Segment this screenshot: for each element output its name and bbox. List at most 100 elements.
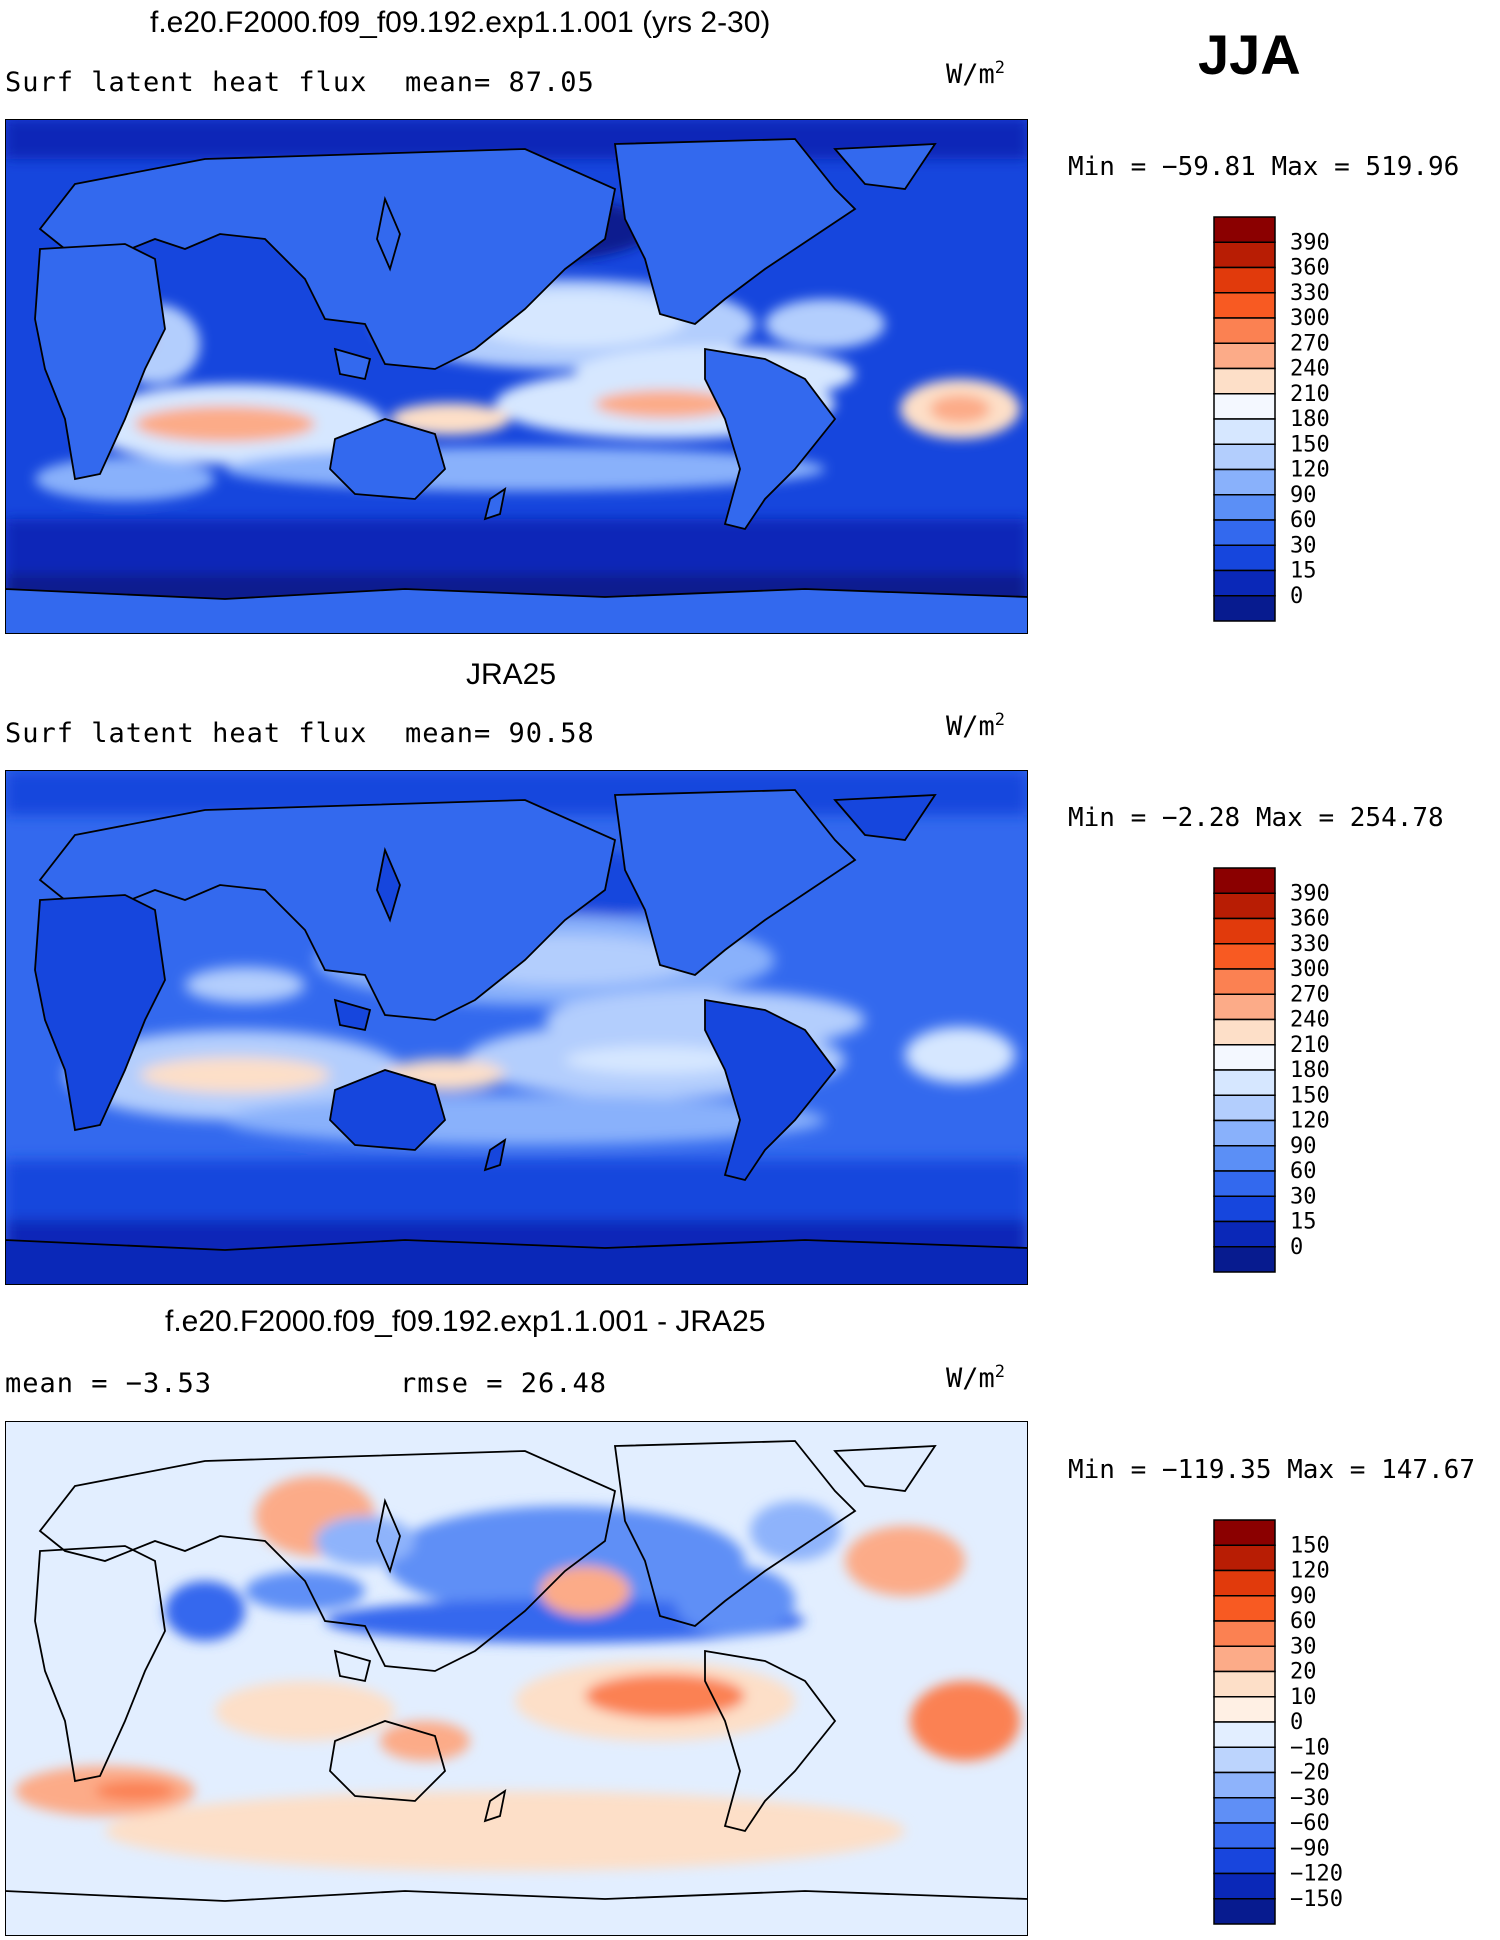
panel2-continent-outlines [5, 789, 1028, 1285]
panel3-colorbar-box [1213, 1771, 1276, 1799]
panel1-colorbar-label: 240 [1290, 357, 1330, 382]
panel2-colorbar-box [1213, 993, 1276, 1021]
panel2-colorbar-box [1213, 1145, 1276, 1172]
panel2-colorbar-box [1213, 1044, 1276, 1071]
panel2-colorbar-box [1213, 943, 1276, 970]
panel1-colorbar-label: 0 [1290, 584, 1303, 609]
panel2-map-frame [5, 770, 1028, 1285]
panel1-colorbar-label: 270 [1290, 331, 1330, 356]
panel2-colorbar-label: 120 [1290, 1109, 1330, 1134]
panel3-colorbar-label: 0 [1290, 1710, 1303, 1735]
panel2-colorbar-label: 330 [1290, 932, 1330, 957]
panel2-colorbar-box [1213, 1246, 1276, 1273]
panel3-map-frame [5, 1421, 1028, 1936]
panel2-colorbar-label: 240 [1290, 1008, 1330, 1033]
panel1-colorbar-box [1213, 519, 1276, 546]
panel1-variable-label: Surf latent heat flux [5, 67, 368, 98]
panel2-colorbar-label: 210 [1290, 1033, 1330, 1058]
panel2-colorbar-label: 270 [1290, 982, 1330, 1007]
panel1-colorbar-box [1213, 266, 1276, 294]
panel1-colorbar-box [1213, 418, 1276, 445]
panel1-units: W/m2 [946, 58, 1006, 90]
panel1-mean-value: mean= 87.05 [405, 67, 595, 98]
panel3-colorbar-box [1213, 1721, 1276, 1748]
panel2-colorbar-label: 300 [1290, 957, 1330, 982]
panel2-colorbar-label: 360 [1290, 907, 1330, 932]
panel3-mean-value: mean = −3.53 [5, 1368, 213, 1399]
panel1-colorbar-label: 30 [1290, 533, 1317, 558]
panel3-colorbar-box [1213, 1620, 1276, 1647]
panel1-continent-outlines [5, 138, 1028, 634]
panel3-units: W/m2 [946, 1362, 1006, 1394]
panel2-colorbar-box [1213, 1220, 1276, 1248]
panel3-map [5, 1421, 1028, 1936]
panel3-colorbar-box [1213, 1847, 1276, 1875]
panel3-colorbar-box [1213, 1797, 1276, 1824]
panel2-mean-value: mean= 90.58 [405, 718, 595, 749]
panel1-map-frame [5, 119, 1028, 634]
panel3-colorbar-label: −20 [1290, 1761, 1330, 1786]
panel3-colorbar-box [1213, 1519, 1276, 1546]
panel2-colorbar-label: 150 [1290, 1083, 1330, 1108]
panel1-colorbar-label: 90 [1290, 483, 1317, 508]
panel2-colorbar-box [1213, 867, 1276, 894]
panel3-colorbar-label: −30 [1290, 1786, 1330, 1811]
panel3-continent-outlines [5, 1440, 1028, 1902]
panel2-colorbar-label: 30 [1290, 1184, 1317, 1209]
panel2-colorbar-label: 180 [1290, 1058, 1330, 1083]
panel1-colorbar-label: 330 [1290, 281, 1330, 306]
panel3-colorbar-box [1213, 1595, 1276, 1622]
panel2-variable-label: Surf latent heat flux [5, 718, 368, 749]
panel1-colorbar-box [1213, 443, 1276, 471]
panel2-units: W/m2 [946, 710, 1006, 742]
panel1-colorbar-label: 120 [1290, 458, 1330, 483]
panel3-colorbar-label: −10 [1290, 1735, 1330, 1760]
panel1-colorbar-label: 180 [1290, 407, 1330, 432]
panel2-colorbar-box [1213, 1094, 1276, 1122]
panel2-colorbar-label: 90 [1290, 1134, 1317, 1159]
panel3-colorbar-box [1213, 1670, 1276, 1698]
panel1-colorbar-label: 390 [1290, 230, 1330, 255]
panel1-colorbar-label: 60 [1290, 508, 1317, 533]
panel3-colorbar-box [1213, 1569, 1276, 1597]
panel2-colorbar-label: 390 [1290, 881, 1330, 906]
panel1-colorbar-box [1213, 317, 1276, 344]
panel1-colorbar-label: 150 [1290, 432, 1330, 457]
panel3-colorbar-label: 60 [1290, 1609, 1317, 1634]
panel2-colorbar-box [1213, 917, 1276, 945]
panel2-colorbar-box [1213, 1195, 1276, 1223]
panel1-colorbar-box [1213, 468, 1276, 496]
panel1-colorbar-label: 210 [1290, 382, 1330, 407]
panel1-colorbar-box [1213, 393, 1276, 420]
panel3-colorbar-label: −90 [1290, 1836, 1330, 1861]
panel1-colorbar-label: 360 [1290, 256, 1330, 281]
panel1-map [5, 119, 1028, 634]
panel2-colorbar-box [1213, 1018, 1276, 1046]
panel3-min-max: Min = −119.35 Max = 147.67 [1068, 1455, 1475, 1485]
panel1-colorbar-box [1213, 292, 1276, 319]
panel3-colorbar-box [1213, 1898, 1276, 1925]
panel3-colorbar-box [1213, 1645, 1276, 1673]
panel3-colorbar-label: −120 [1290, 1862, 1343, 1887]
panel3-title: f.e20.F2000.f09_f09.192.exp1.1.001 - JRA… [165, 1305, 766, 1338]
panel1-colorbar-label: 300 [1290, 306, 1330, 331]
panel1-colorbar-box [1213, 241, 1276, 269]
panel1-colorbar-box [1213, 216, 1276, 243]
panel2-colorbar-box [1213, 1119, 1276, 1147]
panel3-colorbar-box [1213, 1872, 1276, 1900]
panel2-min-max: Min = −2.28 Max = 254.78 [1068, 803, 1444, 833]
panel1-colorbar-box [1213, 494, 1276, 521]
panel3-colorbar-box [1213, 1544, 1276, 1572]
panel2-title: JRA25 [466, 658, 557, 691]
panel1-colorbar-box [1213, 569, 1276, 597]
panel1-min-max: Min = −59.81 Max = 519.96 [1068, 152, 1460, 182]
panel3-rmse-value: rmse = 26.48 [400, 1368, 608, 1399]
panel3-difference-field [5, 1476, 1028, 1936]
panel2-colorbar-box [1213, 1069, 1276, 1096]
panel2-colorbar-label: 60 [1290, 1159, 1317, 1184]
panel3-colorbar-box [1213, 1822, 1276, 1849]
panel3-colorbar-label: 10 [1290, 1685, 1317, 1710]
panel3-colorbar-label: −60 [1290, 1811, 1330, 1836]
